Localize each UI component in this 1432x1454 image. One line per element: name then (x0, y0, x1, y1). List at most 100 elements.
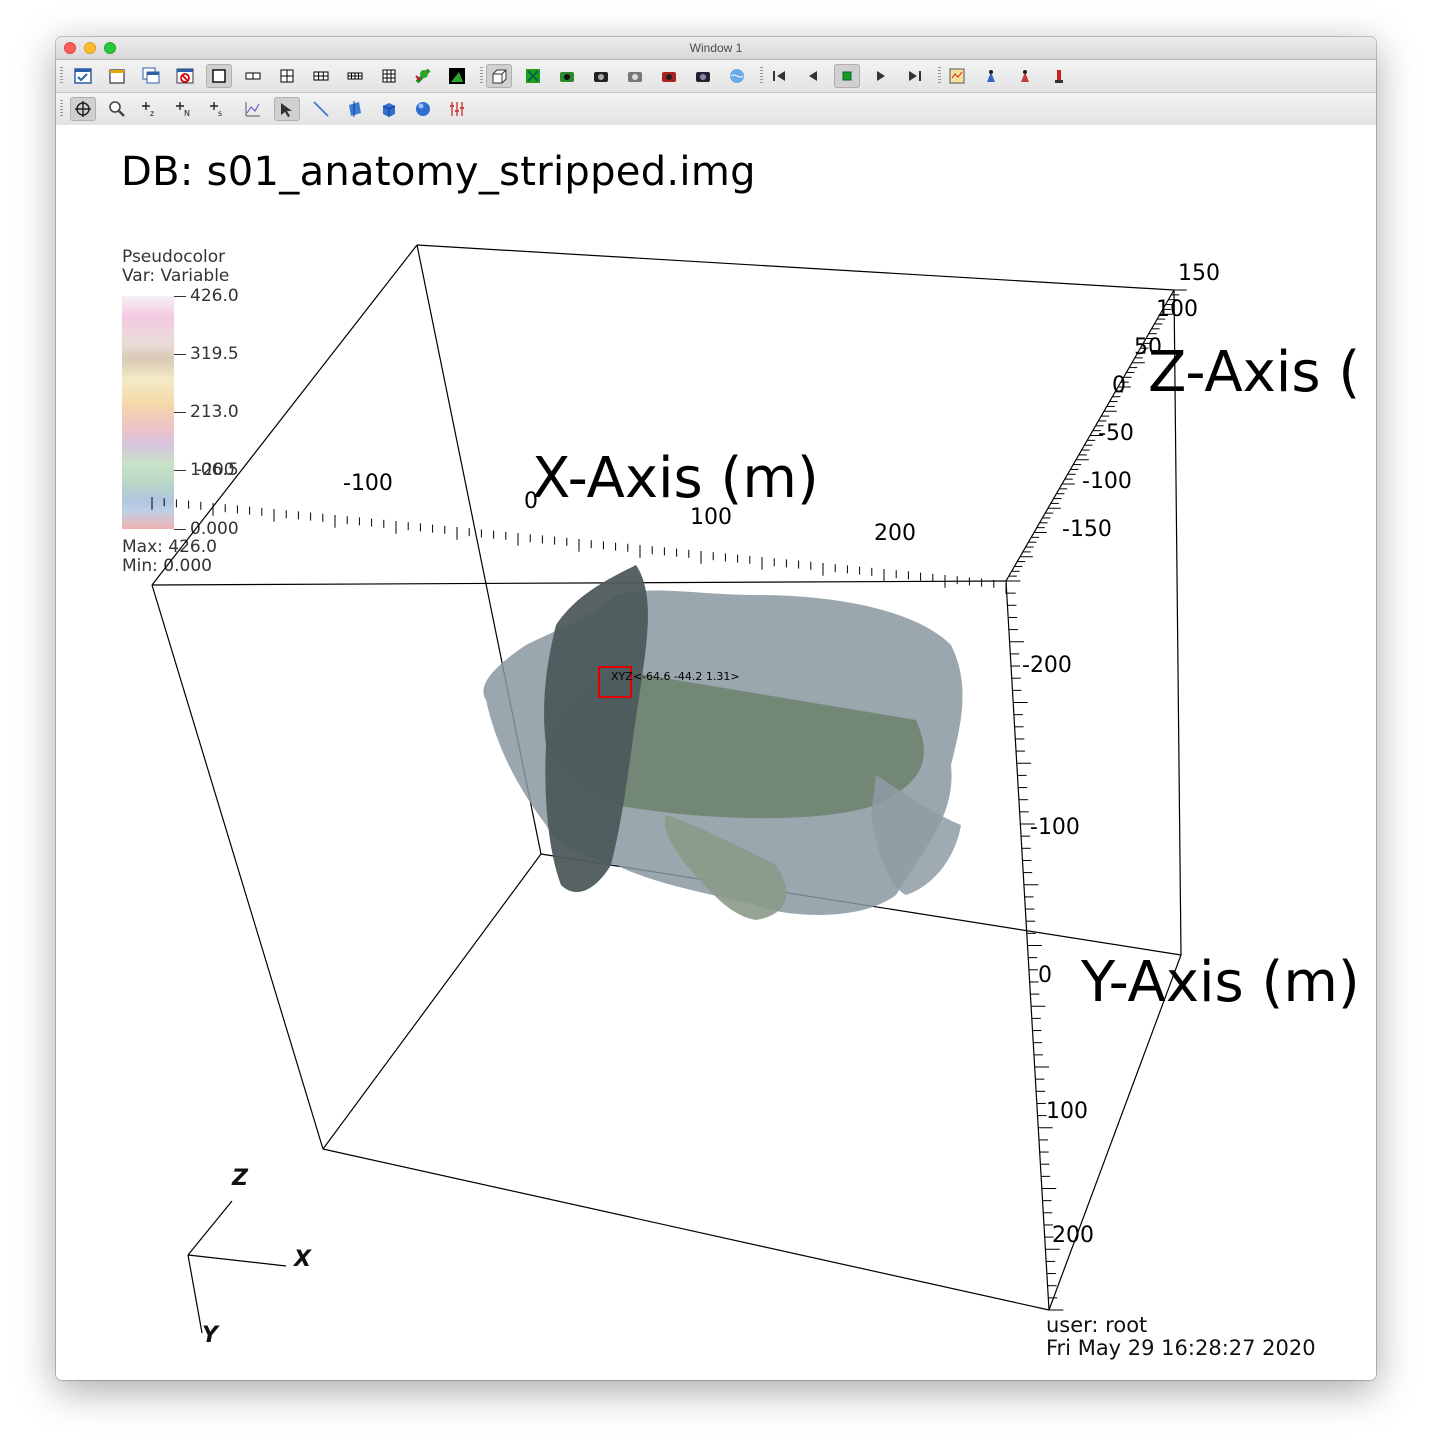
user-label: user: root (1046, 1313, 1148, 1337)
sphere-tool-icon (416, 102, 430, 116)
layout-2x2-button[interactable] (274, 64, 300, 88)
camera-button[interactable] (588, 64, 614, 88)
active-window-icon (74, 68, 92, 84)
layout-2x3-button[interactable] (308, 64, 334, 88)
query-button[interactable] (1046, 64, 1072, 88)
pick-label: XYZ<-64.6 -44.2 1.31> (611, 670, 740, 683)
y-axis-tick-label: 100 (1046, 1099, 1088, 1124)
brain-volume-render (483, 565, 963, 920)
layout-1x2-button[interactable] (240, 64, 266, 88)
z-axis-tick-label: 100 (1156, 297, 1198, 322)
legend-tick-mark (174, 470, 186, 471)
zone-pick-icon: z (142, 102, 154, 118)
title-bar: Window 1 (56, 37, 1376, 60)
lock-time-icon (449, 68, 465, 84)
plane-tool-button[interactable] (342, 97, 368, 121)
clone-window-button[interactable] (138, 64, 164, 88)
delete-window-icon (176, 68, 194, 84)
legend-tick-mark (174, 529, 186, 530)
curve-pick-button[interactable] (240, 97, 266, 121)
last-frame-icon (909, 71, 921, 81)
camera-recenter-button[interactable] (656, 64, 682, 88)
y-axis-tick-label: 0 (1038, 963, 1052, 988)
select-pointer-button[interactable] (274, 97, 300, 121)
main-toolbar (56, 60, 1376, 93)
database-title: DB: s01_anatomy_stripped.img (121, 149, 756, 195)
z-axis-tick-label: -50 (1098, 421, 1134, 446)
layout-2x4-icon (347, 72, 363, 80)
svg-text:s: s (218, 109, 222, 118)
zoom-window-button[interactable] (104, 42, 116, 54)
sliders-tool-button[interactable] (444, 97, 470, 121)
navigate-button[interactable] (70, 97, 96, 121)
legend-tick-mark (174, 296, 186, 297)
spreadsheet-pick-button[interactable]: s (206, 97, 232, 121)
window-title: Window 1 (689, 41, 743, 55)
zoom-button[interactable] (104, 97, 130, 121)
toolbar-separator (938, 67, 941, 85)
spreadsheet-pick-icon: s (210, 102, 222, 118)
first-frame-button[interactable] (766, 64, 792, 88)
layout-3x3-button[interactable] (376, 64, 402, 88)
toolbar-grip[interactable] (60, 67, 63, 85)
legend-variable: Var: Variable (122, 266, 230, 286)
lineout-button[interactable] (978, 64, 1004, 88)
pick-icon (1021, 70, 1029, 82)
reverse-play-button[interactable] (800, 64, 826, 88)
z-axis-tick-label: -100 (1082, 469, 1132, 494)
visualization-canvas[interactable]: DB: s01_anatomy_stripped.img Pseudocolor… (56, 125, 1376, 1380)
z-axis-tick-label: 50 (1134, 335, 1162, 360)
y-axis-tick-label: 200 (1052, 1223, 1094, 1248)
node-pick-button[interactable]: N (172, 97, 198, 121)
stop-button[interactable] (834, 64, 860, 88)
toolbar-separator (480, 67, 483, 85)
z-axis-tick-label: 150 (1178, 261, 1220, 286)
box-tool-button[interactable] (376, 97, 402, 121)
copy-attributes-button[interactable] (944, 64, 970, 88)
toolbar-grip[interactable] (60, 100, 63, 118)
delete-window-button[interactable] (172, 64, 198, 88)
pick-marker (598, 666, 632, 698)
x-axis-tick-label: 200 (874, 521, 916, 546)
minimize-window-button[interactable] (84, 42, 96, 54)
camera-undo-button[interactable] (690, 64, 716, 88)
layout-2x4-button[interactable] (342, 64, 368, 88)
sphere-tool-button[interactable] (410, 97, 436, 121)
z-axis-title: Z-Axis ( (1148, 340, 1361, 405)
legend-tick-mark (174, 412, 186, 413)
legend-overlap-label: -200 (196, 460, 235, 480)
svg-text:z: z (150, 109, 154, 118)
lock-view-button[interactable] (410, 64, 436, 88)
layout-1x1-button[interactable] (206, 64, 232, 88)
query-icon (1055, 70, 1063, 83)
box-tool-icon (382, 103, 396, 117)
lock-time-button[interactable] (444, 64, 470, 88)
perspective-button[interactable] (486, 64, 512, 88)
play-button[interactable] (868, 64, 894, 88)
last-frame-button[interactable] (902, 64, 928, 88)
camera-reset-button[interactable] (622, 64, 648, 88)
zone-pick-button[interactable]: z (138, 97, 164, 121)
spin-globe-button[interactable] (724, 64, 750, 88)
x-axis-title: X-Axis (m) (532, 446, 819, 511)
lineout-icon (987, 70, 995, 82)
z-axis-tick-label: 0 (1112, 373, 1126, 398)
layout-1x2-icon (245, 72, 261, 80)
new-window-button[interactable] (104, 64, 130, 88)
legend-tick-label: 319.5 (190, 344, 239, 364)
legend-colorbar (122, 296, 174, 529)
invert-background-button[interactable] (520, 64, 546, 88)
pick-button[interactable] (1012, 64, 1038, 88)
line-tool-button[interactable] (308, 97, 334, 121)
x-axis-tick-label: 100 (690, 505, 732, 530)
layout-2x3-icon (313, 71, 329, 81)
close-window-button[interactable] (64, 42, 76, 54)
camera-save-view-button[interactable] (554, 64, 580, 88)
stop-icon (842, 71, 852, 81)
clone-window-icon (142, 67, 160, 84)
active-window-button[interactable] (70, 64, 96, 88)
legend-tick-label: 0.000 (190, 519, 239, 539)
curve-pick-icon (245, 102, 260, 117)
